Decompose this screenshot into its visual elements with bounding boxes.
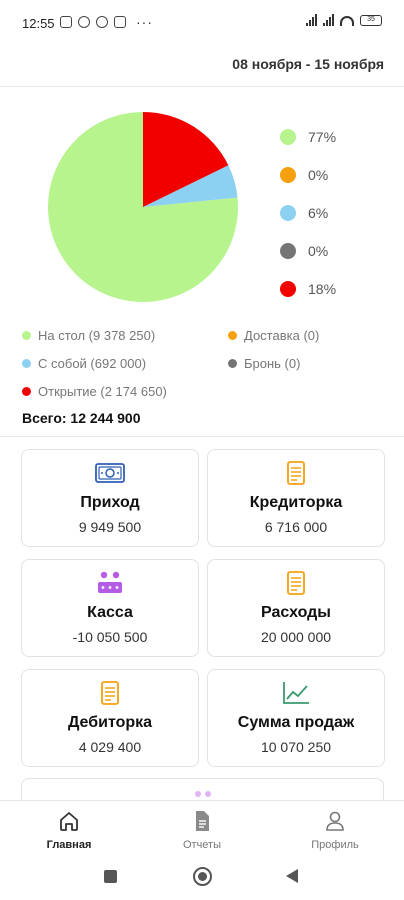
card-payables[interactable]: Кредиторка 6 716 000: [207, 449, 385, 547]
report-document-icon: [196, 811, 209, 831]
card-title: Дебиторка: [67, 714, 153, 731]
pie-legend-item: 0%: [280, 156, 390, 194]
document-list-icon: [101, 681, 119, 705]
status-notification-icons: ···: [60, 14, 153, 30]
wifi-icon: [340, 16, 354, 26]
home-button-icon[interactable]: [193, 867, 212, 886]
card-sales-total[interactable]: Сумма продаж 10 070 250: [207, 669, 385, 767]
signal-icon: [323, 14, 334, 26]
category-legend-item: С собой (692 000): [22, 356, 146, 371]
recents-icon[interactable]: [104, 870, 117, 883]
mute-icon: [60, 16, 72, 28]
card-value: 20 000 000: [260, 629, 332, 645]
legend-dot: [22, 331, 31, 340]
legend-dot: [228, 359, 237, 368]
category-label: С собой (692 000): [38, 356, 147, 371]
nav-label: Отчеты: [182, 839, 222, 851]
pie-legend: 77% 0% 6% 0% 18%: [280, 118, 390, 308]
category-legend-item: На стол (9 378 250): [22, 328, 155, 343]
legend-dot: [280, 129, 296, 145]
legend-dot: [280, 167, 296, 183]
card-title: Приход: [80, 494, 140, 511]
card-title: Кредиторка: [249, 494, 343, 511]
back-icon[interactable]: [286, 869, 298, 883]
profile-icon: [326, 811, 344, 831]
battery-icon: 35: [360, 15, 382, 26]
category-legend-item: Доставка (0): [228, 328, 319, 343]
document-list-icon: [287, 461, 305, 485]
pie-chart: [48, 112, 238, 302]
more-notifications: ···: [136, 14, 153, 30]
status-bar: 12:55 ··· 35: [0, 0, 404, 52]
card-receivables[interactable]: Дебиторка 4 029 400: [21, 669, 199, 767]
cash-register-icon: [194, 791, 211, 797]
record-icon: [78, 16, 90, 28]
pie-legend-value: 6%: [308, 205, 329, 221]
header-divider: [0, 86, 404, 87]
pie-slice: [143, 112, 229, 207]
card-title: Расходы: [261, 604, 331, 621]
pie-legend-value: 0%: [308, 243, 329, 259]
legend-dot: [22, 359, 31, 368]
pie-slice: [48, 112, 238, 302]
signal-icon: [306, 14, 317, 26]
cash-register-icon: [98, 571, 122, 593]
pie-legend-value: 0%: [308, 167, 329, 183]
card-income[interactable]: Приход 9 949 500: [21, 449, 199, 547]
home-icon: [60, 812, 78, 831]
category-legend-item: Бронь (0): [228, 356, 300, 371]
summary-divider: [0, 436, 404, 437]
category-label: Бронь (0): [244, 356, 301, 371]
card-value: 4 029 400: [78, 739, 142, 755]
card-value: 9 949 500: [78, 519, 142, 535]
card-expenses[interactable]: Расходы 20 000 000: [207, 559, 385, 657]
status-system-icons: 35: [306, 14, 382, 26]
nav-home[interactable]: Главная: [2, 801, 136, 857]
status-time: 12:55: [22, 16, 55, 31]
card-cash-register[interactable]: Касса -10 050 500: [21, 559, 199, 657]
nav-profile[interactable]: Профиль: [268, 801, 402, 857]
legend-dot: [280, 281, 296, 297]
nav-label: Профиль: [311, 839, 359, 851]
bottom-navigation: Главная Отчеты Профиль: [0, 800, 404, 856]
nav-label: Главная: [46, 839, 92, 851]
category-label: На стол (9 378 250): [38, 328, 156, 343]
category-legend-item: Открытие (2 174 650): [22, 384, 167, 399]
cash-icon: [95, 463, 125, 483]
total-amount: Всего: 12 244 900: [22, 410, 141, 426]
card-value: -10 050 500: [72, 629, 148, 645]
card-title: Сумма продаж: [237, 714, 355, 731]
category-label: Открытие (2 174 650): [38, 384, 167, 399]
pie-legend-value: 18%: [308, 281, 337, 297]
card-title: Касса: [87, 604, 133, 621]
date-range[interactable]: 08 ноября - 15 ноября: [232, 56, 384, 72]
line-chart-icon: [283, 682, 309, 704]
pie-slice: [143, 165, 238, 207]
pie-legend-value: 77%: [308, 129, 337, 145]
mail-icon: [114, 16, 126, 28]
pie-legend-item: 0%: [280, 232, 390, 270]
system-navigation-bar: [0, 856, 404, 900]
legend-dot: [280, 205, 296, 221]
nav-reports[interactable]: Отчеты: [135, 801, 269, 857]
legend-dot: [228, 331, 237, 340]
settings-icon: [96, 16, 108, 28]
legend-dot: [280, 243, 296, 259]
card-value: 6 716 000: [264, 519, 328, 535]
pie-legend-item: 6%: [280, 194, 390, 232]
category-label: Доставка (0): [244, 328, 320, 343]
legend-dot: [22, 387, 31, 396]
pie-legend-item: 77%: [280, 118, 390, 156]
pie-legend-item: 18%: [280, 270, 390, 308]
document-list-icon: [287, 571, 305, 595]
card-value: 10 070 250: [260, 739, 332, 755]
